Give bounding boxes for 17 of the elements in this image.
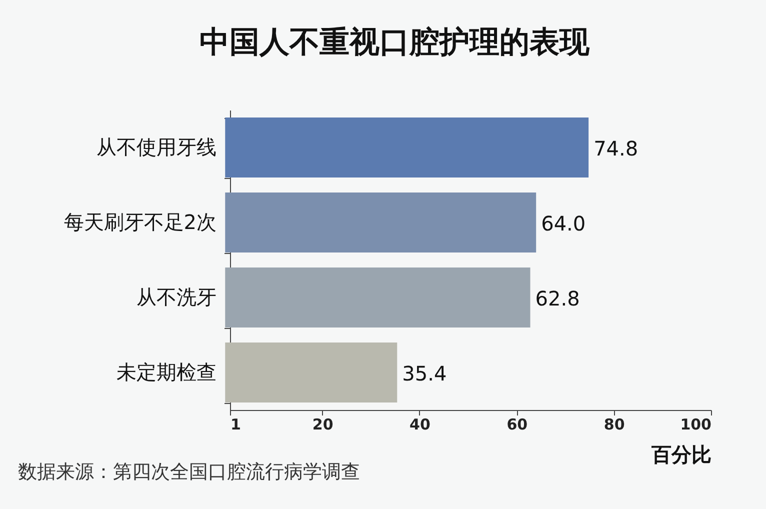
x-tick-label: 80	[604, 416, 625, 434]
x-axis-title: 百分比	[650, 442, 712, 466]
x-tick-label: 60	[506, 416, 528, 434]
y-tick-label: 从不使用牙线	[96, 135, 216, 159]
source-note: 数据来源：第四次全国口腔流行病学调查	[18, 461, 360, 483]
data-label: 74.8	[594, 136, 638, 160]
y-tick-label: 未定期检查	[116, 360, 216, 384]
data-label: 62.8	[535, 286, 580, 310]
chart-title: 中国人不重视口腔护理的表现	[200, 25, 590, 60]
y-tick-label: 每天刷牙不足2次	[64, 210, 216, 234]
data-label: 35.4	[402, 362, 447, 386]
data-label: 64.0	[541, 212, 586, 236]
x-tick-label: 20	[312, 416, 334, 434]
x-tick-label: 1	[230, 416, 241, 434]
x-tick-label: 100	[680, 416, 712, 434]
y-tick-label: 从不洗牙	[136, 285, 216, 309]
x-tick-label: 40	[410, 416, 430, 434]
